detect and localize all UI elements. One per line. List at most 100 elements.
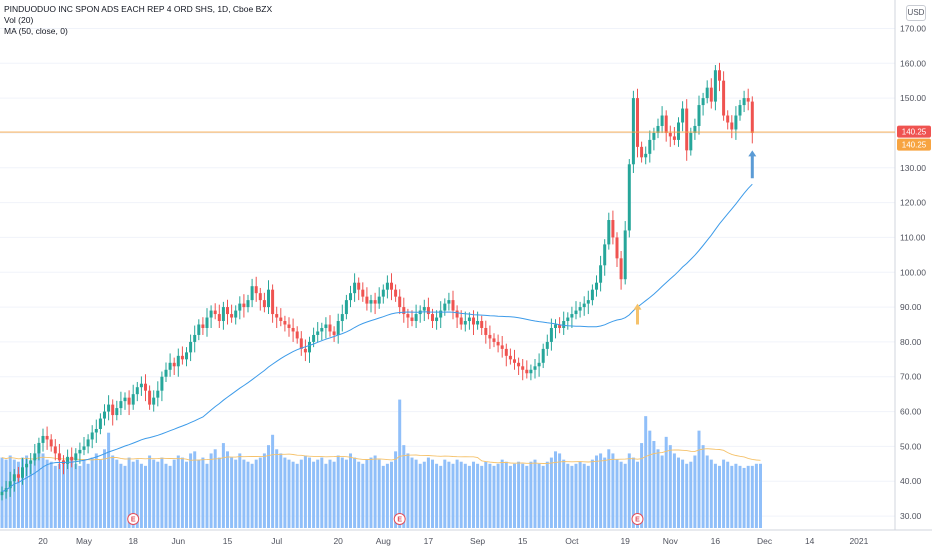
earnings-marker[interactable] [127,513,140,525]
candle-body [283,321,287,325]
time-tick-label: Dec [757,536,773,546]
candle-body [640,146,644,158]
candle-body [484,327,488,335]
candle-body [574,310,578,315]
volume-bar [472,461,475,528]
volume-bar [369,457,373,528]
candle-body [517,362,521,367]
volume-bar [595,455,598,528]
volume-bar [529,461,533,528]
volume-bar [205,463,209,528]
volume-bar [390,461,393,528]
candle-body [545,341,549,349]
volume-bar [127,457,131,528]
volume-bar [664,436,668,528]
candle-body [340,314,344,322]
candle-body [529,369,533,374]
time-tick-label: Aug [376,536,391,546]
price-tick-label: 130.00 [900,163,926,173]
volume-bar [656,449,660,528]
volume-bar [648,430,652,528]
volume-bar [508,465,512,528]
candle-body [623,230,627,280]
candle-body [480,321,484,328]
candle-body [578,307,582,311]
candle-body [521,366,525,370]
candle-body [320,327,324,332]
candle-body [57,453,61,461]
candle-body [242,303,246,308]
candle-body [738,105,742,116]
candle-body [402,307,406,315]
candle-body [459,317,463,325]
price-line-tag-label: 140.25 [902,141,927,150]
volume-bar [103,449,106,528]
ma-indicator-label[interactable]: MA (50, close, 0) [4,26,68,36]
volume-bar [230,457,234,528]
volume-bar [558,453,562,528]
volume-bar [78,465,82,528]
volume-bar [12,459,16,528]
candle-body [685,108,689,151]
volume-bar [660,455,664,528]
volume-indicator-label[interactable]: Vol (20) [4,15,34,25]
candle-body [21,467,24,478]
candle-body [504,348,508,356]
time-axis[interactable]: 20 May 18 Jun 15 Jul 20 Aug 17 Sep 15 Oct 19 Nov 16 Dec… [38,536,868,546]
volume-bar [172,459,176,528]
candle-body [312,334,316,342]
volume-bar [398,399,402,528]
candle-body [681,108,685,123]
earnings-marker[interactable] [393,513,406,525]
volume-bar [262,453,266,528]
candle-body [103,411,106,419]
volume-bar [226,451,229,528]
candle-body [730,122,734,130]
volume-bar [385,463,389,528]
volume-bar [480,465,484,528]
price-tags: 140.25 140.25 [897,125,931,151]
candle-body [119,401,123,409]
price-tick-label: 40.00 [900,476,922,486]
volume-bar [435,463,439,528]
volume-bar [70,457,74,528]
volume-bar [451,463,455,528]
candle-body [123,397,127,402]
candle-body [344,300,348,315]
candle-body [176,355,180,367]
candle-body [271,289,275,315]
candle-body [636,98,639,147]
volume-bar [513,463,516,528]
currency-button[interactable]: USD [906,5,926,21]
candle-body [705,87,709,99]
candle-body [377,296,381,304]
volume-bar [672,453,676,528]
volume-bar [90,457,94,528]
candle-body [299,338,303,349]
candle-body [697,105,701,126]
candle-body [381,289,385,297]
volume-bar [500,459,504,528]
candle-body [677,122,680,140]
volume-bar [619,461,623,528]
candle-body [533,366,537,370]
candle-body [33,453,37,461]
candle-body [537,362,541,367]
volume-bar [201,457,205,528]
candle-body [599,265,603,283]
volume-bar [41,453,45,528]
candle-body [29,460,33,464]
candle-body [316,331,320,335]
candle-body [750,101,754,133]
earnings-marker[interactable] [631,513,644,525]
time-tick-label: 2021 [849,536,868,546]
price-axis[interactable]: 30.00 40.00 50.00 60.00 70.00 80.00 90.00 100.0… [900,23,926,521]
volume-bar [463,463,467,528]
symbol-title[interactable]: PINDUODUO INC SPON ADS EACH REP 4 ORD SH… [4,4,273,14]
candle-body [180,355,184,360]
time-tick-label: Jul [271,536,282,546]
candle-body [70,456,74,461]
candle-body [357,282,361,290]
